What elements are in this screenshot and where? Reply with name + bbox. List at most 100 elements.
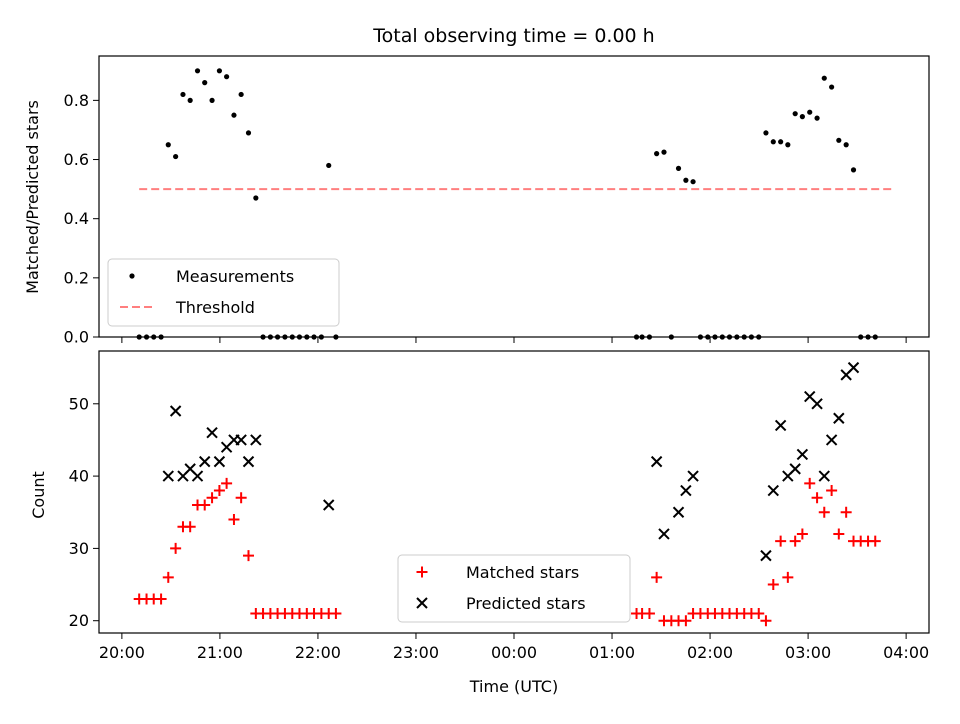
ratio-y-axis-label: Matched/Predicted stars	[23, 100, 42, 294]
count-legend: Matched stars Predicted stars	[397, 554, 631, 623]
count-matched-point	[782, 571, 794, 583]
count-predicted-point	[658, 528, 670, 540]
count-predicted-point	[213, 455, 226, 468]
ratio-measurement-point	[661, 149, 667, 155]
ratio-measurement-point	[799, 114, 805, 120]
count-matched-point	[804, 477, 816, 489]
ratio-measurement-point	[180, 91, 186, 98]
count-matched-point	[235, 492, 247, 504]
count-x-tick-label: 20:00	[99, 643, 145, 662]
count-matched-point	[811, 492, 823, 504]
count-matched-point	[155, 593, 167, 605]
ratio-measurement-point	[770, 139, 776, 145]
ratio-legend-label: Measurements	[176, 267, 294, 286]
ratio-measurement-point	[675, 165, 682, 171]
count-y-tick-label: 40	[69, 467, 89, 486]
count-matched-point	[775, 535, 787, 547]
ratio-frame	[98, 55, 930, 338]
count-predicted-point	[825, 434, 838, 446]
count-predicted-point	[169, 405, 182, 417]
count-matched-point	[651, 571, 663, 583]
ratio-legend: Measurements Threshold	[107, 258, 340, 327]
count-matched-point	[213, 485, 225, 497]
count-matched-point	[840, 506, 852, 518]
count-matched-point	[643, 607, 655, 619]
ratio-measurement-point	[238, 91, 244, 98]
count-predicted-point	[323, 499, 335, 511]
count-predicted-point	[242, 455, 255, 468]
count-matched-point	[833, 528, 845, 540]
count-predicted-point	[650, 455, 663, 468]
count-matched-point	[796, 528, 808, 540]
count-matched-point	[760, 615, 772, 627]
ratio-measurement-point	[165, 142, 171, 148]
count-predicted-point	[811, 398, 823, 410]
ratio-measurement-point	[209, 97, 215, 103]
ratio-measurement-point	[187, 97, 193, 103]
count-predicted-point	[847, 361, 860, 374]
count-matched-point	[680, 615, 692, 627]
count-predicted-point	[191, 470, 204, 482]
count-predicted-point	[162, 470, 174, 482]
count-legend-label: Matched stars	[466, 563, 579, 582]
count-matched-point	[199, 499, 211, 511]
ratio-y-tick-label: 0.8	[64, 91, 89, 110]
count-legend-predicted-marker	[416, 597, 428, 609]
count-predicted-point	[250, 434, 262, 446]
ratio-measurement-point	[792, 111, 798, 117]
ratio-legend-measurement-marker	[129, 273, 135, 279]
ratio-measurement-point	[821, 75, 827, 81]
count-panel: 20:00 21:00 22:00 23:00 00:00 01:00 02:00 03:00…	[29, 350, 930, 696]
count-matched-point	[170, 542, 182, 554]
time-x-axis-label: Time (UTC)	[469, 677, 558, 696]
count-predicted-point	[235, 434, 247, 446]
count-legend-matched-marker	[416, 566, 428, 578]
ratio-measurement-point	[814, 115, 820, 121]
count-predicted-point	[833, 412, 845, 424]
ratio-measurement-point	[829, 84, 835, 90]
count-matched-point	[330, 607, 342, 619]
count-y-tick-label: 20	[69, 611, 89, 630]
ratio-measurement-point	[836, 137, 842, 143]
ratio-measurement-point	[202, 80, 208, 86]
ratio-measurement-point	[690, 179, 696, 185]
ratio-legend-label: Threshold	[175, 298, 255, 317]
ratio-y-tick-label: 0.4	[64, 209, 89, 228]
count-matched-point	[228, 513, 240, 525]
count-predicted-point	[760, 549, 772, 562]
ratio-measurement-point	[850, 167, 857, 173]
count-x-tick-label: 02:00	[687, 643, 733, 662]
count-x-tick-label: 00:00	[491, 643, 537, 662]
ratio-measurement-point	[253, 195, 259, 201]
count-x-tick-label: 03:00	[785, 643, 831, 662]
ratio-measurement-point	[224, 74, 230, 80]
ratio-measurement-point	[326, 162, 332, 169]
count-x-tick-label: 04:00	[883, 643, 929, 662]
count-predicted-point	[680, 484, 692, 497]
ratio-y-tick-label: 0.6	[64, 150, 89, 169]
count-predicted-point	[206, 427, 218, 439]
count-predicted-point	[767, 484, 780, 497]
count-matched-point	[221, 477, 233, 489]
count-predicted-point	[687, 470, 699, 482]
ratio-measurement-point	[654, 151, 660, 157]
ratio-legend-frame	[107, 258, 340, 327]
count-x-tick-label: 01:00	[589, 643, 635, 662]
ratio-y-tick-label: 0.0	[64, 328, 89, 347]
count-matched-point	[242, 550, 254, 562]
count-predicted-point	[796, 448, 809, 461]
count-matched-point	[162, 571, 174, 583]
count-predicted-point	[818, 470, 830, 482]
ratio-measurement-point	[194, 68, 201, 74]
ratio-measurement-point	[231, 112, 237, 118]
count-y-axis-label: Count	[29, 471, 48, 519]
count-matched-point	[789, 535, 801, 547]
ratio-measurement-point	[216, 68, 223, 74]
ratio-measurement-point	[807, 109, 813, 115]
count-legend-frame	[397, 554, 631, 623]
count-y-tick-label: 50	[69, 394, 89, 413]
count-y-tick-label: 30	[69, 539, 89, 558]
count-legend-label: Predicted stars	[466, 594, 586, 613]
count-predicted-point	[199, 455, 211, 468]
